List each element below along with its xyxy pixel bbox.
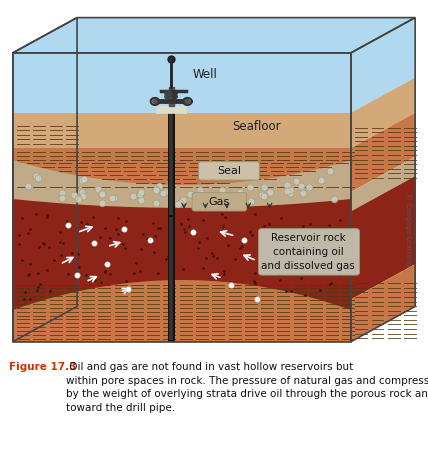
Polygon shape <box>351 176 415 299</box>
Polygon shape <box>13 18 415 53</box>
Polygon shape <box>13 176 77 299</box>
Text: Reservoir rock
containing oil
and dissolved gas: Reservoir rock containing oil and dissol… <box>261 233 355 271</box>
Text: Figure 17.3: Figure 17.3 <box>9 362 76 372</box>
Bar <box>169 87 174 106</box>
FancyBboxPatch shape <box>259 228 360 275</box>
Circle shape <box>185 99 190 103</box>
Text: Well: Well <box>193 68 217 81</box>
Polygon shape <box>351 157 415 211</box>
Polygon shape <box>351 264 415 342</box>
Text: Seal: Seal <box>217 166 241 176</box>
Polygon shape <box>13 264 77 342</box>
Polygon shape <box>13 148 351 192</box>
Bar <box>156 106 186 113</box>
Polygon shape <box>13 199 351 342</box>
Text: Gas: Gas <box>208 197 230 207</box>
Polygon shape <box>351 18 415 113</box>
Text: Seafloor: Seafloor <box>232 120 281 133</box>
Circle shape <box>172 94 177 99</box>
Polygon shape <box>13 157 77 211</box>
Polygon shape <box>13 113 77 192</box>
Circle shape <box>165 90 171 96</box>
Circle shape <box>153 99 157 103</box>
Circle shape <box>165 94 171 99</box>
Polygon shape <box>13 211 351 342</box>
Polygon shape <box>13 113 351 148</box>
FancyBboxPatch shape <box>192 193 247 211</box>
Circle shape <box>172 91 177 95</box>
Polygon shape <box>13 18 77 342</box>
Polygon shape <box>13 160 351 208</box>
Text: © Cengage Learning: © Cengage Learning <box>405 193 412 265</box>
Polygon shape <box>13 18 77 113</box>
Polygon shape <box>351 113 415 192</box>
Polygon shape <box>13 192 351 211</box>
Polygon shape <box>13 53 351 113</box>
Polygon shape <box>351 78 415 148</box>
Polygon shape <box>13 148 351 185</box>
Polygon shape <box>13 78 77 148</box>
Text: Oil and gas are not found in vast hollow reservoirs but
within pore spaces in ro: Oil and gas are not found in vast hollow… <box>66 362 428 413</box>
Polygon shape <box>13 280 351 342</box>
FancyBboxPatch shape <box>199 162 259 180</box>
